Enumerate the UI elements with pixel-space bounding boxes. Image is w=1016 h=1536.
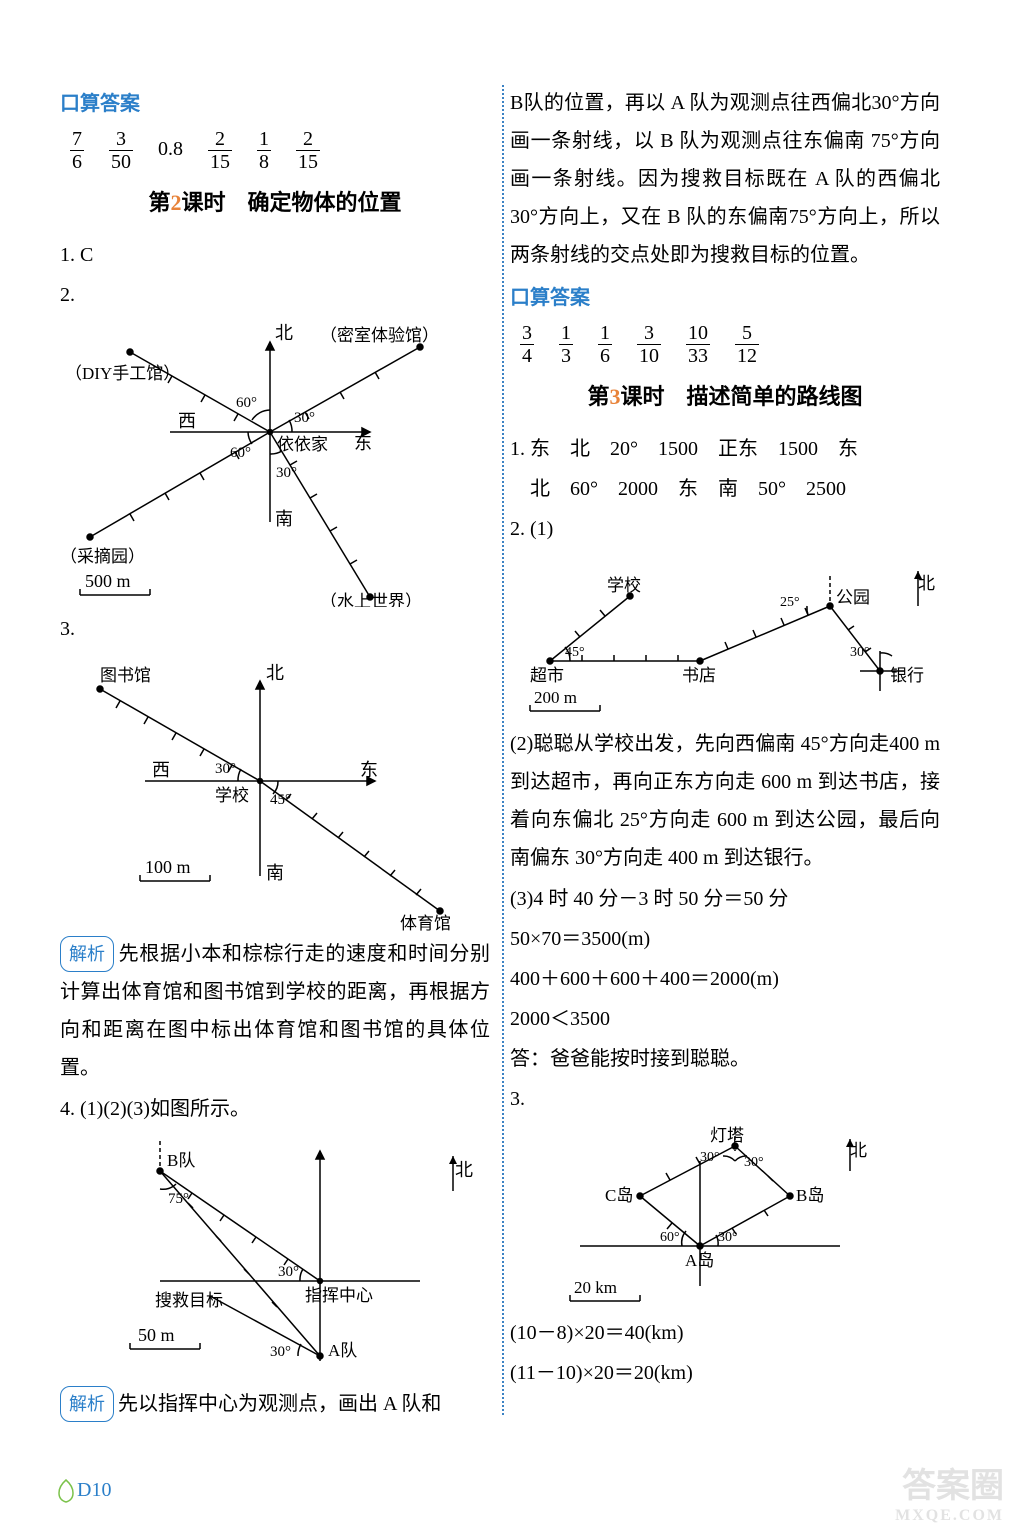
svg-text:75°: 75° <box>168 1191 189 1207</box>
mental-row-right: 34 13 16 310 1033 512 <box>510 322 940 367</box>
q2-3a: (3)4 时 40 分－3 时 50 分＝50 分 <box>510 881 940 917</box>
svg-text:北: 北 <box>850 1141 867 1160</box>
cont-text: B队的位置，再以 A 队为观测点往西偏北30°方向画一条射线，以 B 队为观测点… <box>510 84 940 274</box>
analysis-3: 解析先根据小本和棕棕行走的速度和时间分别计算出体育馆和图书馆到学校的距离，再根据… <box>60 935 490 1087</box>
svg-text:灯塔: 灯塔 <box>710 1126 744 1145</box>
svg-text:公园: 公园 <box>836 588 870 607</box>
figure-2-right: 学校 超市 书店 公园 银行 北 45° 25° 30° 200 m <box>510 551 940 721</box>
svg-text:指挥中心: 指挥中心 <box>305 1286 373 1305</box>
svg-text:A岛: A岛 <box>685 1251 714 1270</box>
svg-text:书店: 书店 <box>682 666 716 685</box>
lesson2-title: 第2课时 确定物体的位置 <box>60 183 490 223</box>
figure-3-right: 灯塔 北 C岛 B岛 A岛 60° 30° 30° 30° 20 km <box>510 1121 940 1311</box>
svg-text:45°: 45° <box>270 792 291 808</box>
svg-text:30°: 30° <box>744 1155 764 1170</box>
analysis-4: 解析先以指挥中心为观测点，画出 A 队和 <box>60 1385 490 1423</box>
svg-text:（采摘园）: （采摘园） <box>60 547 145 566</box>
svg-text:60°: 60° <box>230 445 251 461</box>
svg-text:A队: A队 <box>328 1341 357 1360</box>
figure-4-left: 北 B队 A队 指挥中心 搜救目标 75° 30° 30° 50 m <box>60 1131 480 1381</box>
svg-text:B岛: B岛 <box>796 1186 824 1205</box>
svg-text:搜救目标: 搜救目标 <box>155 1291 223 1310</box>
svg-text:西: 西 <box>152 760 170 780</box>
svg-text:西: 西 <box>178 411 196 431</box>
q2-3e: 答：爸爸能按时接到聪聪。 <box>510 1041 940 1077</box>
svg-text:南: 南 <box>266 863 284 883</box>
q2-3b: 50×70＝3500(m) <box>510 921 940 957</box>
q1-left: 1. C <box>60 237 490 273</box>
svg-text:（密室体验馆）: （密室体验馆） <box>320 326 439 345</box>
svg-text:100 m: 100 m <box>145 857 191 877</box>
svg-text:（水上世界）: （水上世界） <box>320 592 422 607</box>
svg-text:北: 北 <box>275 323 293 343</box>
svg-text:（DIY手工馆）: （DIY手工馆） <box>65 364 180 383</box>
q1-right-a: 1. 东 北 20° 1500 正东 1500 东 <box>510 431 940 467</box>
q3-left: 3. <box>60 611 490 647</box>
lesson3-title: 第3课时 描述简单的路线图 <box>510 377 940 417</box>
column-divider <box>502 85 504 1415</box>
svg-text:30°: 30° <box>276 465 297 481</box>
svg-text:45°: 45° <box>565 645 585 660</box>
svg-text:南: 南 <box>275 509 293 529</box>
q1-right-b: 北 60° 2000 东 南 50° 2500 <box>510 471 940 507</box>
q2-left: 2. <box>60 277 490 313</box>
svg-text:东: 东 <box>354 433 372 453</box>
q3-right: 3. <box>510 1081 940 1117</box>
mental-row-left: 76 350 0.8 215 18 215 <box>60 128 490 173</box>
svg-text:30°: 30° <box>215 761 236 777</box>
svg-text:北: 北 <box>266 663 284 683</box>
svg-text:500 m: 500 m <box>85 571 131 591</box>
figure-3-left: 北 南 西 东 学校 图书馆 体育馆 30° 45° 100 m <box>60 651 480 931</box>
svg-text:银行: 银行 <box>890 666 924 685</box>
svg-text:200 m: 200 m <box>534 688 577 707</box>
svg-text:体育馆: 体育馆 <box>400 914 451 931</box>
svg-text:25°: 25° <box>780 595 800 610</box>
svg-text:50 m: 50 m <box>138 1325 175 1345</box>
q2-3d: 2000＜3500 <box>510 1001 940 1037</box>
svg-text:图书馆: 图书馆 <box>100 666 151 685</box>
svg-text:超市: 超市 <box>530 666 564 685</box>
svg-text:20 km: 20 km <box>574 1278 617 1297</box>
svg-text:30°: 30° <box>278 1264 299 1280</box>
page-footer: D10 <box>55 1472 111 1508</box>
figure-2-left: 北 南 西 东 依依家 （密室体验馆） （DIY手工馆） （采摘园） （水上世界… <box>60 317 480 607</box>
mental-header-right: 口算答案 <box>510 280 940 316</box>
svg-text:学校: 学校 <box>215 786 249 805</box>
calc1: (10－8)×20＝40(km) <box>510 1315 940 1351</box>
svg-text:60°: 60° <box>236 395 257 411</box>
svg-text:30°: 30° <box>850 645 870 660</box>
watermark: 答案圈 MXQE.COM <box>895 1470 1004 1524</box>
svg-text:30°: 30° <box>700 1150 720 1165</box>
svg-text:学校: 学校 <box>607 576 641 595</box>
svg-text:北: 北 <box>455 1160 473 1180</box>
svg-text:东: 东 <box>360 760 378 780</box>
svg-text:B队: B队 <box>167 1151 195 1170</box>
svg-text:30°: 30° <box>718 1230 738 1245</box>
q2-right: 2. (1) <box>510 511 940 547</box>
svg-text:30°: 30° <box>294 410 315 426</box>
svg-text:依依家: 依依家 <box>277 435 328 454</box>
q4-left: 4. (1)(2)(3)如图所示。 <box>60 1091 490 1127</box>
q2-2-right: (2)聪聪从学校出发，先向西偏南 45°方向走400 m 到达超市，再向正东方向… <box>510 725 940 877</box>
svg-text:60°: 60° <box>660 1230 680 1245</box>
calc2: (11－10)×20＝20(km) <box>510 1355 940 1391</box>
q2-3c: 400＋600＋600＋400＝2000(m) <box>510 961 940 997</box>
mental-header-left: 口算答案 <box>60 86 490 122</box>
svg-text:C岛: C岛 <box>605 1186 633 1205</box>
svg-text:30°: 30° <box>270 1344 291 1360</box>
